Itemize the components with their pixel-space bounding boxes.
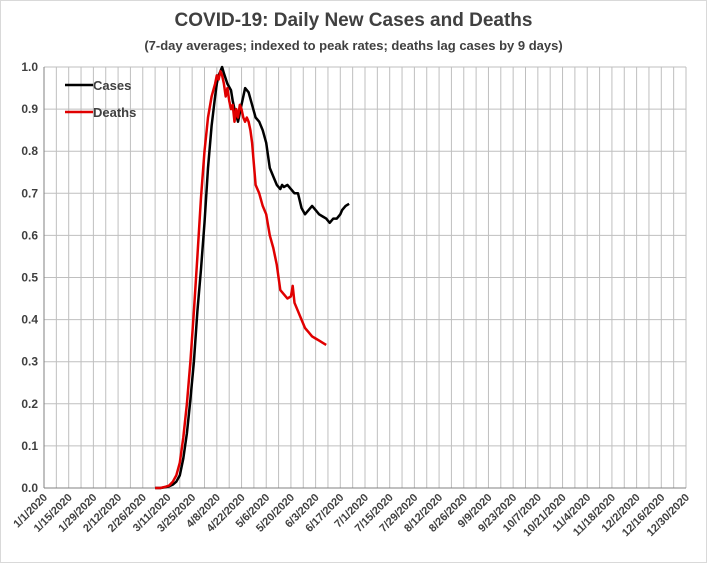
- legend-label-cases: Cases: [93, 78, 131, 93]
- y-tick-label: 0.0: [21, 481, 38, 495]
- legend: Cases Deaths: [65, 78, 136, 120]
- series-line-cases: [155, 65, 350, 490]
- axes: [43, 67, 686, 489]
- series-line-deaths: [155, 69, 327, 490]
- y-tick-label: 0.1: [21, 439, 38, 453]
- y-tick-label: 0.7: [21, 186, 38, 200]
- gridlines: [44, 66, 687, 488]
- chart-title: COVID-19: Daily New Cases and Deaths: [174, 10, 533, 31]
- chart-subtitle: (7-day averages; indexed to peak rates; …: [144, 38, 563, 53]
- legend-label-deaths: Deaths: [93, 105, 136, 120]
- series-lines: [155, 65, 350, 490]
- y-tick-label: 0.5: [21, 271, 38, 285]
- y-tick-label: 0.4: [21, 313, 38, 327]
- y-tick-label: 1.0: [21, 60, 38, 74]
- y-tick-labels: 0.0 0.1 0.2 0.3 0.4 0.5 0.6 0.7 0.8 0.9 1.0: [21, 60, 38, 495]
- y-tick-label: 0.3: [21, 355, 38, 369]
- y-tick-label: 0.8: [21, 144, 38, 158]
- y-tick-label: 0.6: [21, 228, 38, 242]
- y-tick-label: 0.9: [21, 102, 38, 116]
- y-tick-label: 0.2: [21, 397, 38, 411]
- x-tick-labels: 1/1/20201/15/20201/29/20202/12/20202/26/…: [11, 492, 692, 539]
